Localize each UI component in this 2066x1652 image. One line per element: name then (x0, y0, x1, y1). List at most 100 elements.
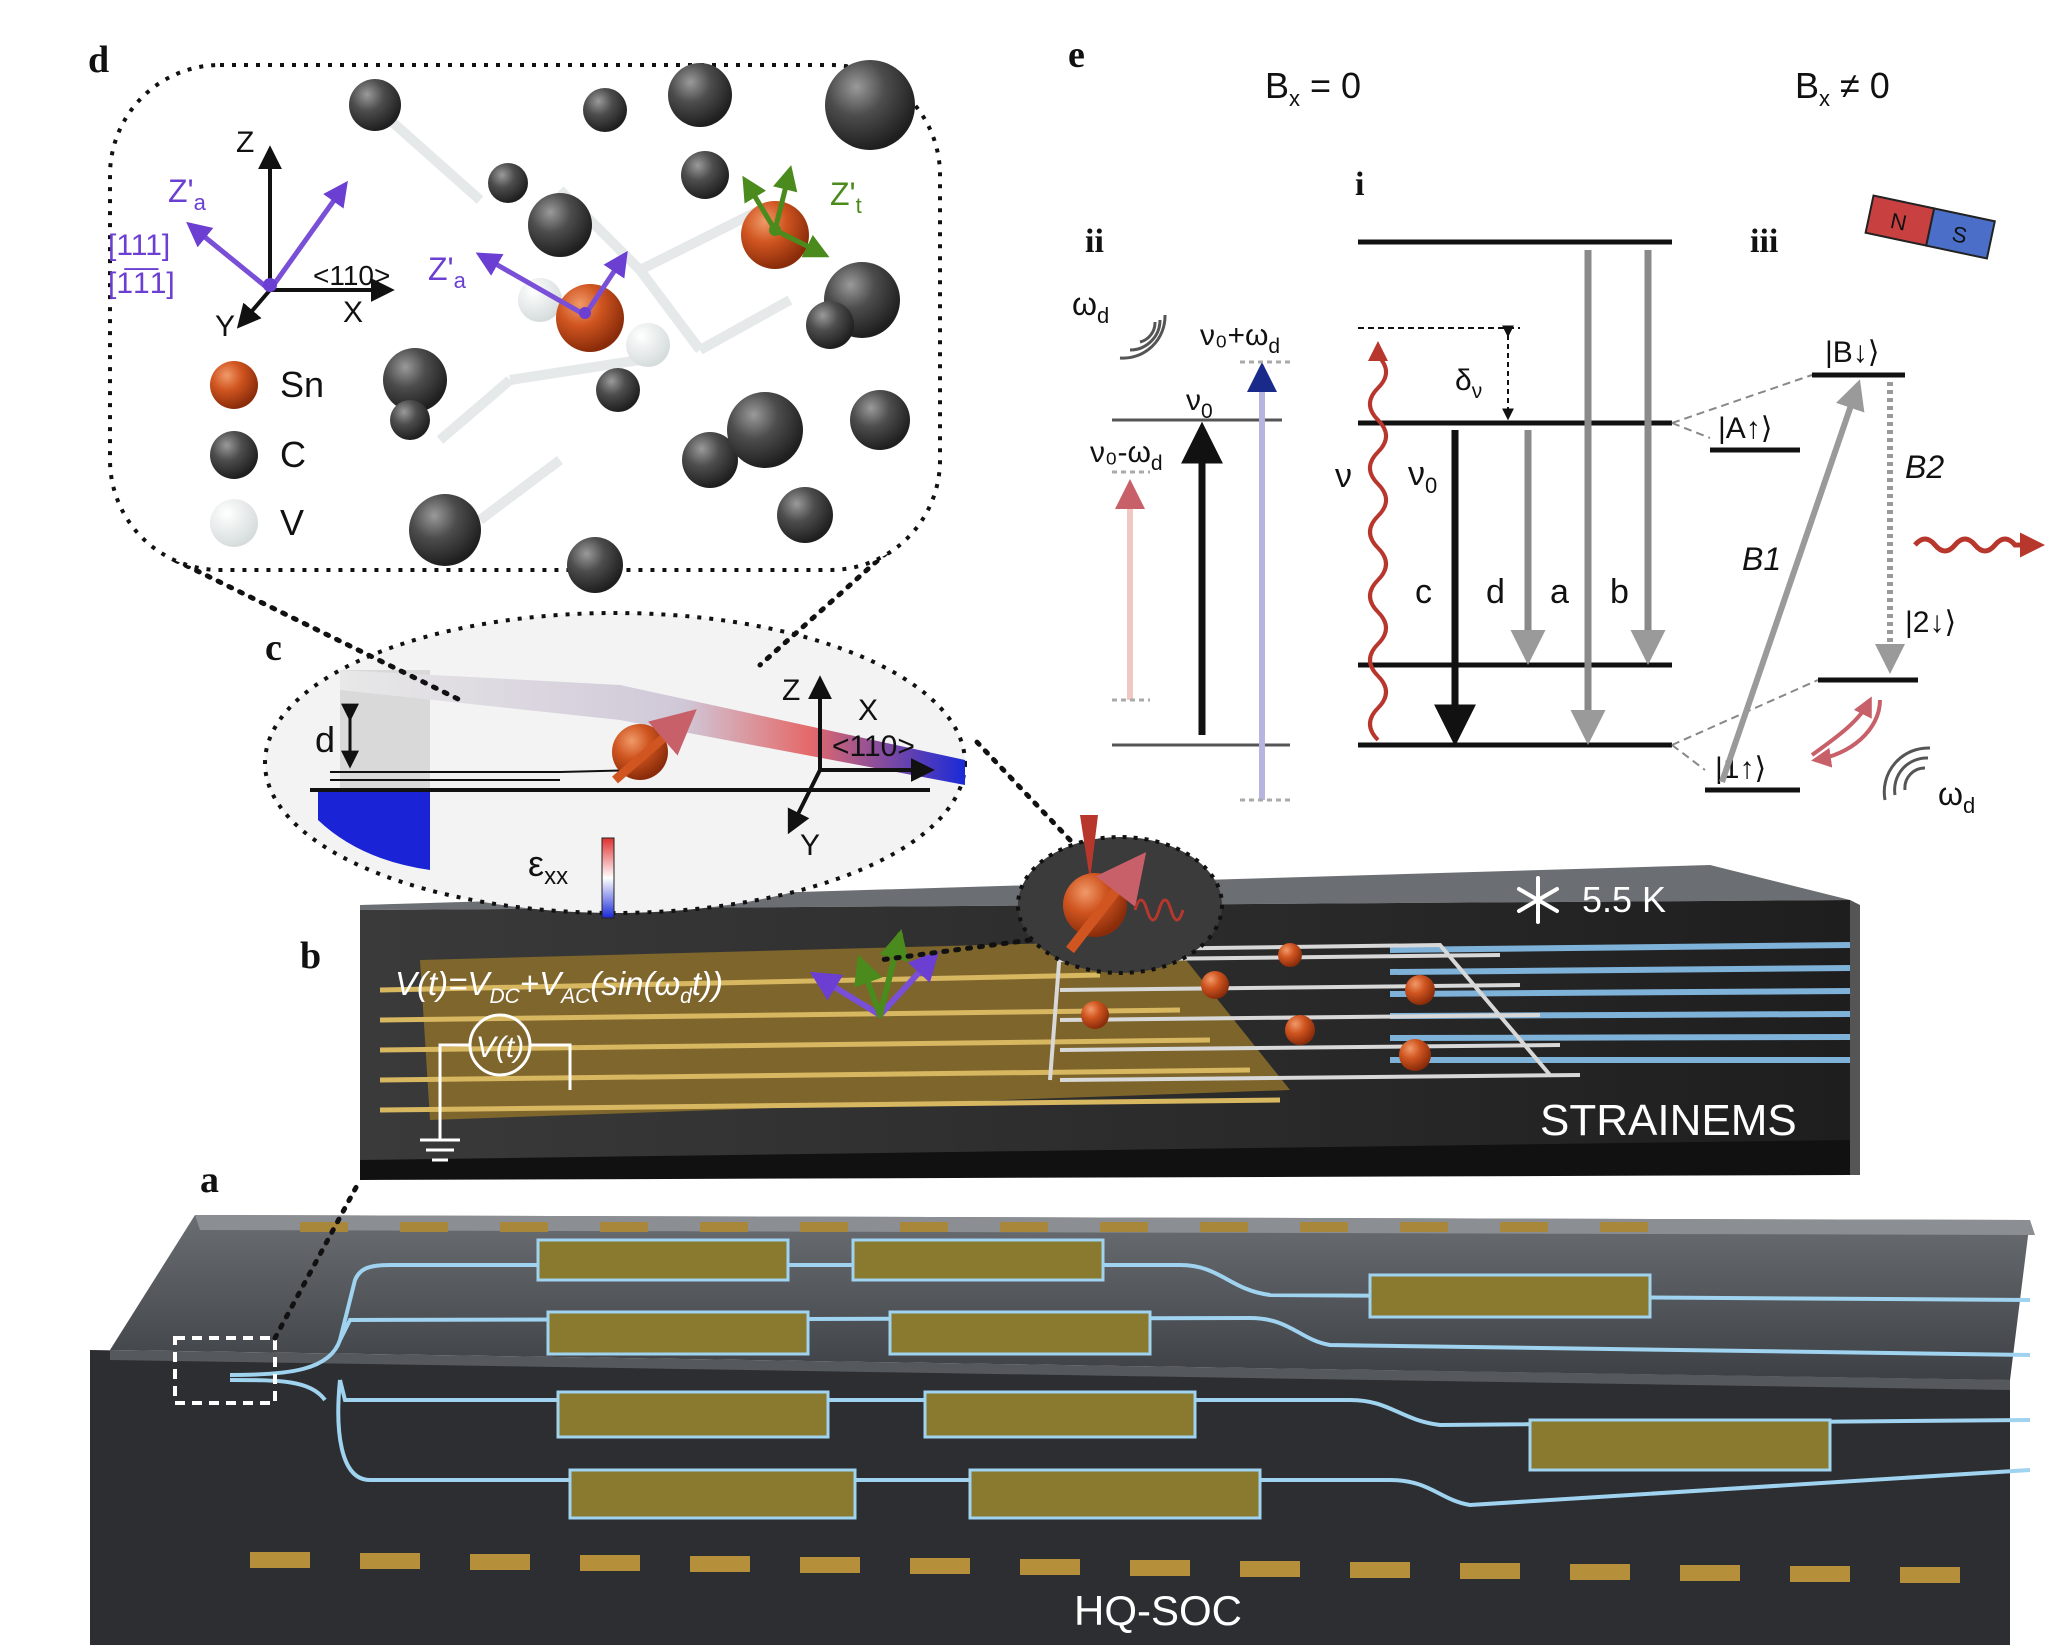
legend-swatch-c (210, 431, 258, 479)
ii-nu0-minus-sub: d (1151, 452, 1163, 475)
device-front-face (360, 1140, 1850, 1180)
voltage-source-label: V(t) (476, 1031, 524, 1064)
temperature-label: 5.5 K (1582, 879, 1666, 920)
panel-d-lattice: Z <110> X Y Z'a [111] [1̅1̅1] Z'a Z't Sn… (88, 39, 942, 593)
i-delta-sub: ν (1472, 380, 1483, 403)
legend-label-sn: Sn (280, 364, 324, 405)
iii-omega-text: ω (1938, 776, 1963, 812)
i-transition-c: c (1415, 573, 1432, 611)
d-zt-text: Z' (830, 176, 856, 212)
voltage-equation: V(t)=VDC+VAC(sin(ωdt)) (395, 965, 723, 1008)
panel-letter-a: a (200, 1159, 219, 1201)
d-zt-sub: t (856, 193, 862, 218)
c-axis-x: X (858, 694, 878, 727)
state-b-down: |B↓⟩ (1825, 336, 1880, 369)
chip-zoom-box (173, 1336, 277, 1405)
i-delta-nu: δν (1455, 364, 1482, 403)
label-b2: B2 (1905, 449, 1944, 485)
c-axis-direction: <110> (832, 730, 915, 763)
chip-label: HQ-SOC (1074, 1587, 1242, 1634)
chip-top-pads (300, 1222, 1648, 1232)
bx-zero-b: B (1265, 65, 1289, 106)
d-axis-z: Z (236, 126, 254, 159)
d-zt-label: Z't (830, 176, 862, 218)
strain-subscript: xx (544, 863, 568, 890)
strain-colorbar (601, 837, 615, 919)
magnet-s: S (1950, 221, 1970, 249)
d-axis-direction: <110> (313, 260, 390, 291)
iii-omega-sub: d (1963, 793, 1975, 818)
zoom-line-c-d-left (172, 557, 463, 703)
i-transition-d: d (1486, 573, 1505, 611)
d-za-site-sub: a (454, 268, 467, 293)
miller-1b1b1: [1̅1̅1] (108, 267, 175, 300)
miller-111: [111] (108, 229, 170, 262)
lattice-bonds (386, 116, 793, 524)
chip-front-edge (110, 1350, 2010, 1390)
c-d-label: d (315, 719, 335, 760)
ii-nu0-text: ν (1186, 384, 1201, 417)
ii-nu0-sub: 0 (1201, 400, 1213, 423)
ii-omega-sub: d (1097, 303, 1109, 328)
c-axis-y: Y (800, 829, 820, 862)
sub-panel-i: i (1355, 166, 1364, 203)
strain-epsilon: ε (528, 843, 544, 884)
panel-letter-c: c (265, 627, 282, 669)
iii-omega-d: ωd (1938, 776, 1975, 818)
bx-zero-sub: x (1289, 86, 1300, 111)
bx-nonzero-sub: x (1819, 86, 1830, 111)
panel-c-cross-section: d Z X <110> Y εxx c (263, 611, 967, 919)
legend-label-c: C (280, 434, 306, 475)
i-nu0-sub: 0 (1425, 473, 1437, 498)
ii-nu0-minus-omega: ν₀-ωd (1090, 436, 1163, 475)
d-za-site-label: Z'a (428, 251, 467, 293)
legend-swatch-v (210, 499, 258, 547)
panel-letter-e: e (1068, 34, 1085, 76)
emitter-zoom-bubble (1016, 815, 1224, 975)
carbon-atoms (349, 60, 915, 593)
magnet-n: N (1888, 208, 1909, 236)
i-transition-b: b (1610, 573, 1629, 611)
atom-legend: Sn C V (210, 361, 324, 547)
c-axis-z: Z (782, 674, 800, 707)
panel-iii-diagram: |B↓⟩ |A↑⟩ |2↓⟩ |1↑⟩ B1 B2 ωd N S (1671, 194, 2045, 818)
panel-a-chip: HQ-SOC a (90, 1159, 2035, 1645)
d-za-site-text: Z' (428, 251, 454, 287)
ii-omega-text: ω (1072, 286, 1097, 322)
panel-e-energy-levels: e Bx = 0 Bx ≠ 0 i ii iii ωd ν₀+ωd ν0 ν₀-… (1068, 34, 2045, 818)
zoom-line-b-c-lower (877, 937, 1033, 963)
sub-panel-iii: iii (1750, 223, 1778, 260)
i-nu: ν (1335, 457, 1352, 495)
i-transition-a: a (1550, 573, 1569, 611)
i-nu0-text: ν (1408, 455, 1425, 493)
ii-nu0-plus-sub: d (1268, 335, 1280, 358)
label-b1: B1 (1742, 541, 1781, 577)
vacancy-sites (518, 278, 670, 367)
bx-nonzero-heading: Bx ≠ 0 (1795, 65, 1890, 111)
chip-comb-arrays (536, 1238, 1832, 1520)
i-delta-text: δ (1455, 364, 1472, 397)
bx-zero-heading: Bx = 0 (1265, 65, 1361, 111)
panel-i-diagram: δν ν ν0 c d a b (1335, 239, 1672, 748)
ii-nu0-plus-text: ν₀+ω (1200, 319, 1268, 352)
voltage-source-circuit (420, 1013, 572, 1162)
legend-swatch-sn (210, 361, 258, 409)
panel-ii-diagram: ωd ν₀+ωd ν0 ν₀-ωd (1072, 286, 1290, 802)
strain-label: εxx (528, 843, 568, 890)
bx-nonzero-rest: ≠ 0 (1830, 65, 1890, 106)
panel-letter-b: b (300, 935, 321, 977)
state-2-down: |2↓⟩ (1905, 606, 1956, 639)
zoom-line-b-c-right (972, 737, 1073, 843)
ii-omega-d: ωd (1072, 286, 1109, 328)
device-emitters (1081, 943, 1435, 1071)
i-nu0: ν0 (1408, 455, 1437, 498)
d-za-main-sub: a (194, 190, 207, 215)
ii-nu0-minus-text: ν₀-ω (1090, 436, 1151, 469)
sub-panel-ii: ii (1085, 223, 1104, 260)
bx-zero-rest: = 0 (1300, 65, 1361, 106)
bx-nonzero-b: B (1795, 65, 1819, 106)
panel-letter-d: d (88, 39, 109, 81)
legend-label-v: V (280, 502, 304, 543)
chip-waveguides (229, 1263, 2031, 1508)
